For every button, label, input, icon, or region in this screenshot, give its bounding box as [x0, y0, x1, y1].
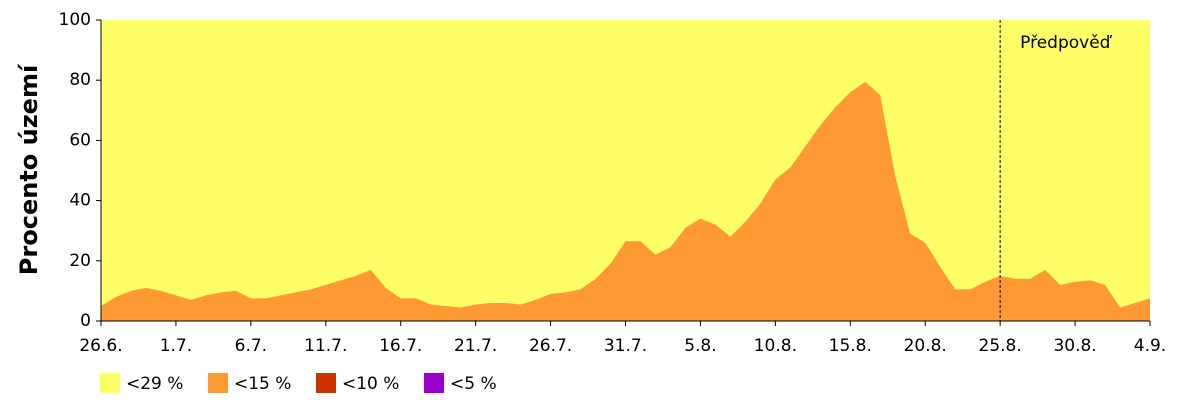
legend-label: <29 %: [126, 374, 183, 394]
x-tick-label: 20.8.: [904, 336, 947, 356]
x-tick-label: 15.8.: [829, 336, 872, 356]
x-tick-label: 21.7.: [454, 336, 497, 356]
x-tick-label: 10.8.: [754, 336, 797, 356]
x-tick-label: 16.7.: [379, 336, 422, 356]
area: [101, 81, 1150, 321]
legend-label: <15 %: [234, 374, 291, 394]
y-tick-label: 40: [69, 191, 91, 211]
forecast-label: Předpověď: [1020, 33, 1113, 53]
y-tick-label: 20: [69, 251, 91, 271]
y-axis-label: Procento území: [15, 63, 43, 275]
y-tick-label: 0: [80, 311, 91, 331]
x-tick-label: 1.7.: [160, 336, 192, 356]
legend-swatch: [316, 373, 336, 393]
legend-swatch: [100, 373, 120, 393]
x-tick-label: 25.8.: [979, 336, 1022, 356]
legend-swatch: [424, 373, 444, 393]
y-tick-label: 80: [69, 70, 91, 90]
x-tick-label: 30.8.: [1053, 336, 1096, 356]
x-tick-label: 6.7.: [235, 336, 267, 356]
x-tick-label: 11.7.: [304, 336, 347, 356]
legend-swatch: [208, 373, 228, 393]
y-tick-label: 100: [59, 10, 91, 30]
y-tick-label: 60: [69, 130, 91, 150]
x-tick-label: 26.6.: [79, 336, 122, 356]
x-tick-label: 31.7.: [604, 336, 647, 356]
x-tick-label: 5.8.: [684, 336, 716, 356]
legend-label: <10 %: [342, 374, 399, 394]
legend-label: <5 %: [450, 374, 497, 394]
x-tick-label: 4.9.: [1134, 336, 1166, 356]
x-tick-label: 26.7.: [529, 336, 572, 356]
